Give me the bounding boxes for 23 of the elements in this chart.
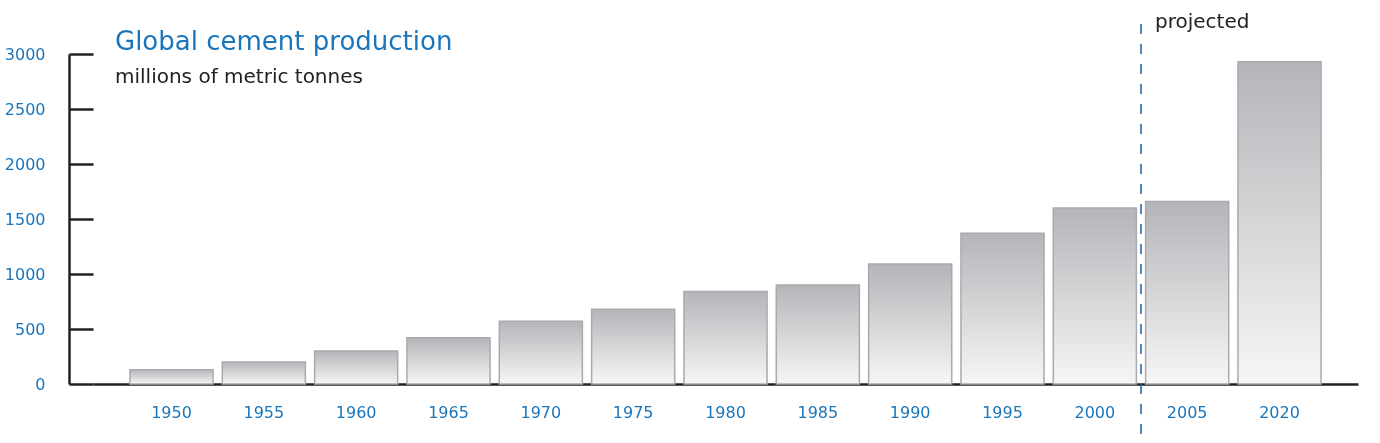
- x-tick-label: 2005: [1166, 402, 1208, 422]
- x-tick-label: 1995: [982, 402, 1023, 422]
- x-tick-label: 1970: [520, 402, 562, 422]
- x-tick-label: 1965: [428, 402, 469, 422]
- y-tick-label: 1500: [4, 209, 46, 229]
- x-tick-label: 1975: [612, 402, 654, 422]
- x-tick-label: 1950: [151, 402, 192, 422]
- x-tick-label: 1980: [705, 402, 746, 422]
- x-tick-label: 1955: [243, 402, 285, 422]
- x-tick-label: 2000: [1074, 402, 1116, 422]
- y-tick-label: 3000: [4, 44, 46, 64]
- x-tick-label: 1960: [335, 402, 377, 422]
- ref-line-label: projected: [1155, 9, 1250, 33]
- y-tick-label: 0: [35, 374, 46, 394]
- y-tick-label: 2000: [4, 154, 46, 174]
- chart-title: Global cement production: [115, 26, 453, 56]
- x-tick-label: 2020: [1259, 402, 1300, 422]
- x-tick-label: 1985: [797, 402, 839, 422]
- y-tick-label: 2500: [4, 99, 46, 119]
- text: millions of metric tonnes: [115, 64, 363, 88]
- y-tick-label: 500: [14, 319, 46, 339]
- y-tick-label: 1000: [4, 264, 46, 284]
- x-tick-label: 1990: [889, 402, 931, 422]
